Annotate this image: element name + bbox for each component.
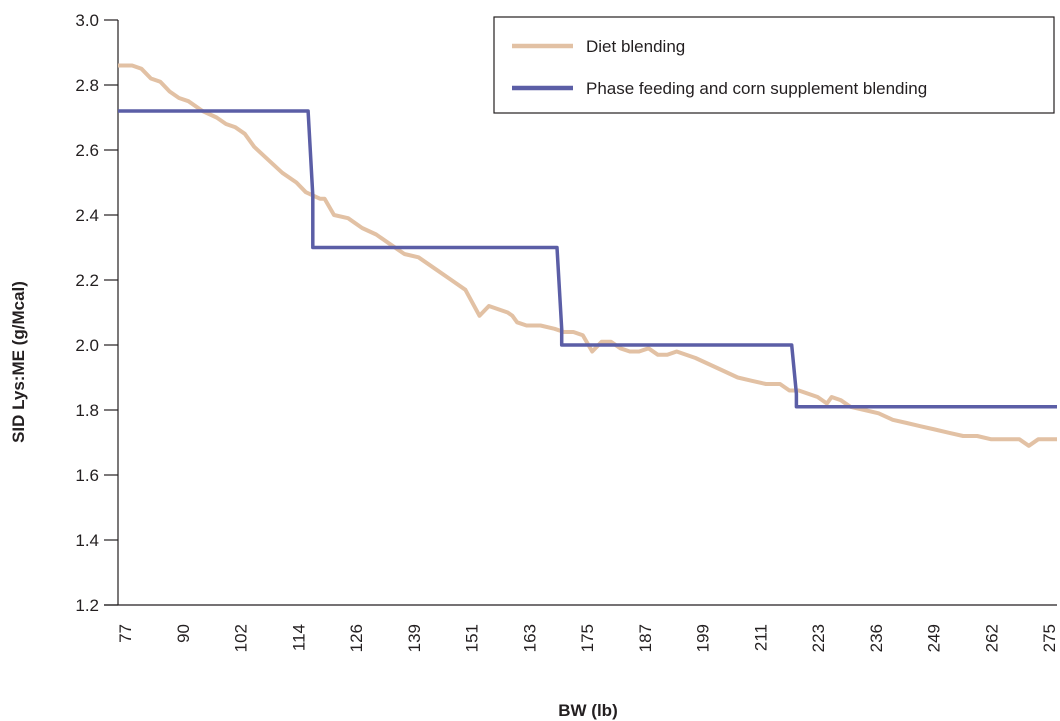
x-tick-label: 163 [520, 624, 539, 652]
y-axis-title: SID Lys:ME (g/Mcal) [9, 281, 28, 443]
y-tick-label: 2.0 [75, 336, 99, 355]
x-tick-label: 236 [867, 624, 886, 652]
y-tick-label: 1.4 [75, 531, 99, 550]
legend-box [493, 16, 1055, 114]
y-tick-label: 2.4 [75, 206, 99, 225]
series-line-diet-blending [118, 63, 1057, 448]
x-tick-label: 223 [809, 624, 828, 652]
x-tick-label: 199 [694, 624, 713, 652]
x-axis-ticks: 77 90 102 114 126 139 151 163 175 187 199 211 223 236… [116, 624, 1059, 652]
x-tick-label: 126 [347, 624, 366, 652]
series-layer [118, 63, 1057, 448]
x-tick-label: 151 [463, 624, 482, 652]
y-tick-label: 1.2 [75, 596, 99, 615]
y-tick-label: 1.6 [75, 466, 99, 485]
x-tick-label: 262 [982, 624, 1001, 652]
x-tick-label: 114 [289, 624, 308, 651]
legend: Diet blending Phase feeding and corn sup… [493, 16, 1055, 114]
y-axis-ticks: 1.2 1.4 1.6 1.8 2.0 2.2 2.4 2.6 2.8 3.0 [75, 11, 118, 615]
legend-label-phase-feeding: Phase feeding and corn supplement blendi… [586, 79, 927, 98]
x-tick-label: 187 [636, 624, 655, 652]
x-tick-label: 77 [116, 624, 135, 643]
y-tick-label: 2.6 [75, 141, 99, 160]
y-tick-label: 1.8 [75, 401, 99, 420]
x-axis-title: BW (lb) [558, 701, 617, 720]
x-tick-label: 102 [232, 624, 251, 652]
y-tick-label: 2.2 [75, 271, 99, 290]
x-tick-label: 211 [751, 624, 770, 651]
x-tick-label: 275 [1040, 624, 1059, 652]
x-tick-label: 175 [578, 624, 597, 652]
y-tick-label: 3.0 [75, 11, 99, 30]
series-line-phase-feeding [118, 109, 1057, 409]
x-tick-label: 249 [925, 624, 944, 652]
y-tick-label: 2.8 [75, 76, 99, 95]
x-tick-label: 139 [405, 624, 424, 652]
x-tick-label: 90 [174, 624, 193, 643]
legend-label-diet-blending: Diet blending [586, 37, 685, 56]
